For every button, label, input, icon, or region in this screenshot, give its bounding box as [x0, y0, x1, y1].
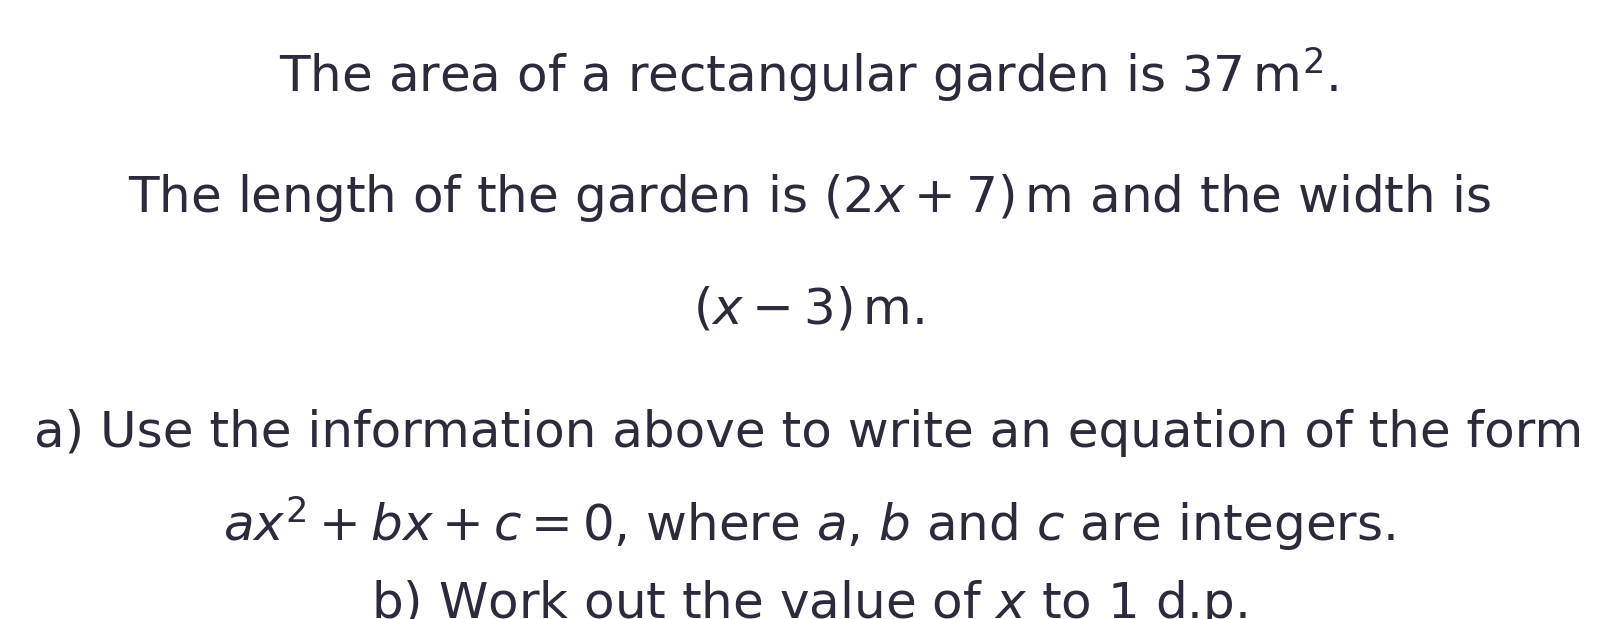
Text: $ax^2 + bx + c = 0$, where $a$, $b$ and $c$ are integers.: $ax^2 + bx + c = 0$, where $a$, $b$ and … [223, 493, 1395, 553]
Text: The area of a rectangular garden is $37\,\mathrm{m}^2$.: The area of a rectangular garden is $37\… [280, 45, 1338, 104]
Text: The length of the garden is $(2x + 7)\,\mathrm{m}$ and the width is: The length of the garden is $(2x + 7)\,\… [128, 172, 1490, 224]
Text: a) Use the information above to write an equation of the form: a) Use the information above to write an… [34, 409, 1584, 457]
Text: $(x - 3)\,\mathrm{m}.$: $(x - 3)\,\mathrm{m}.$ [694, 285, 924, 334]
Text: b) Work out the value of $x$ to 1 d.p.: b) Work out the value of $x$ to 1 d.p. [371, 578, 1247, 619]
